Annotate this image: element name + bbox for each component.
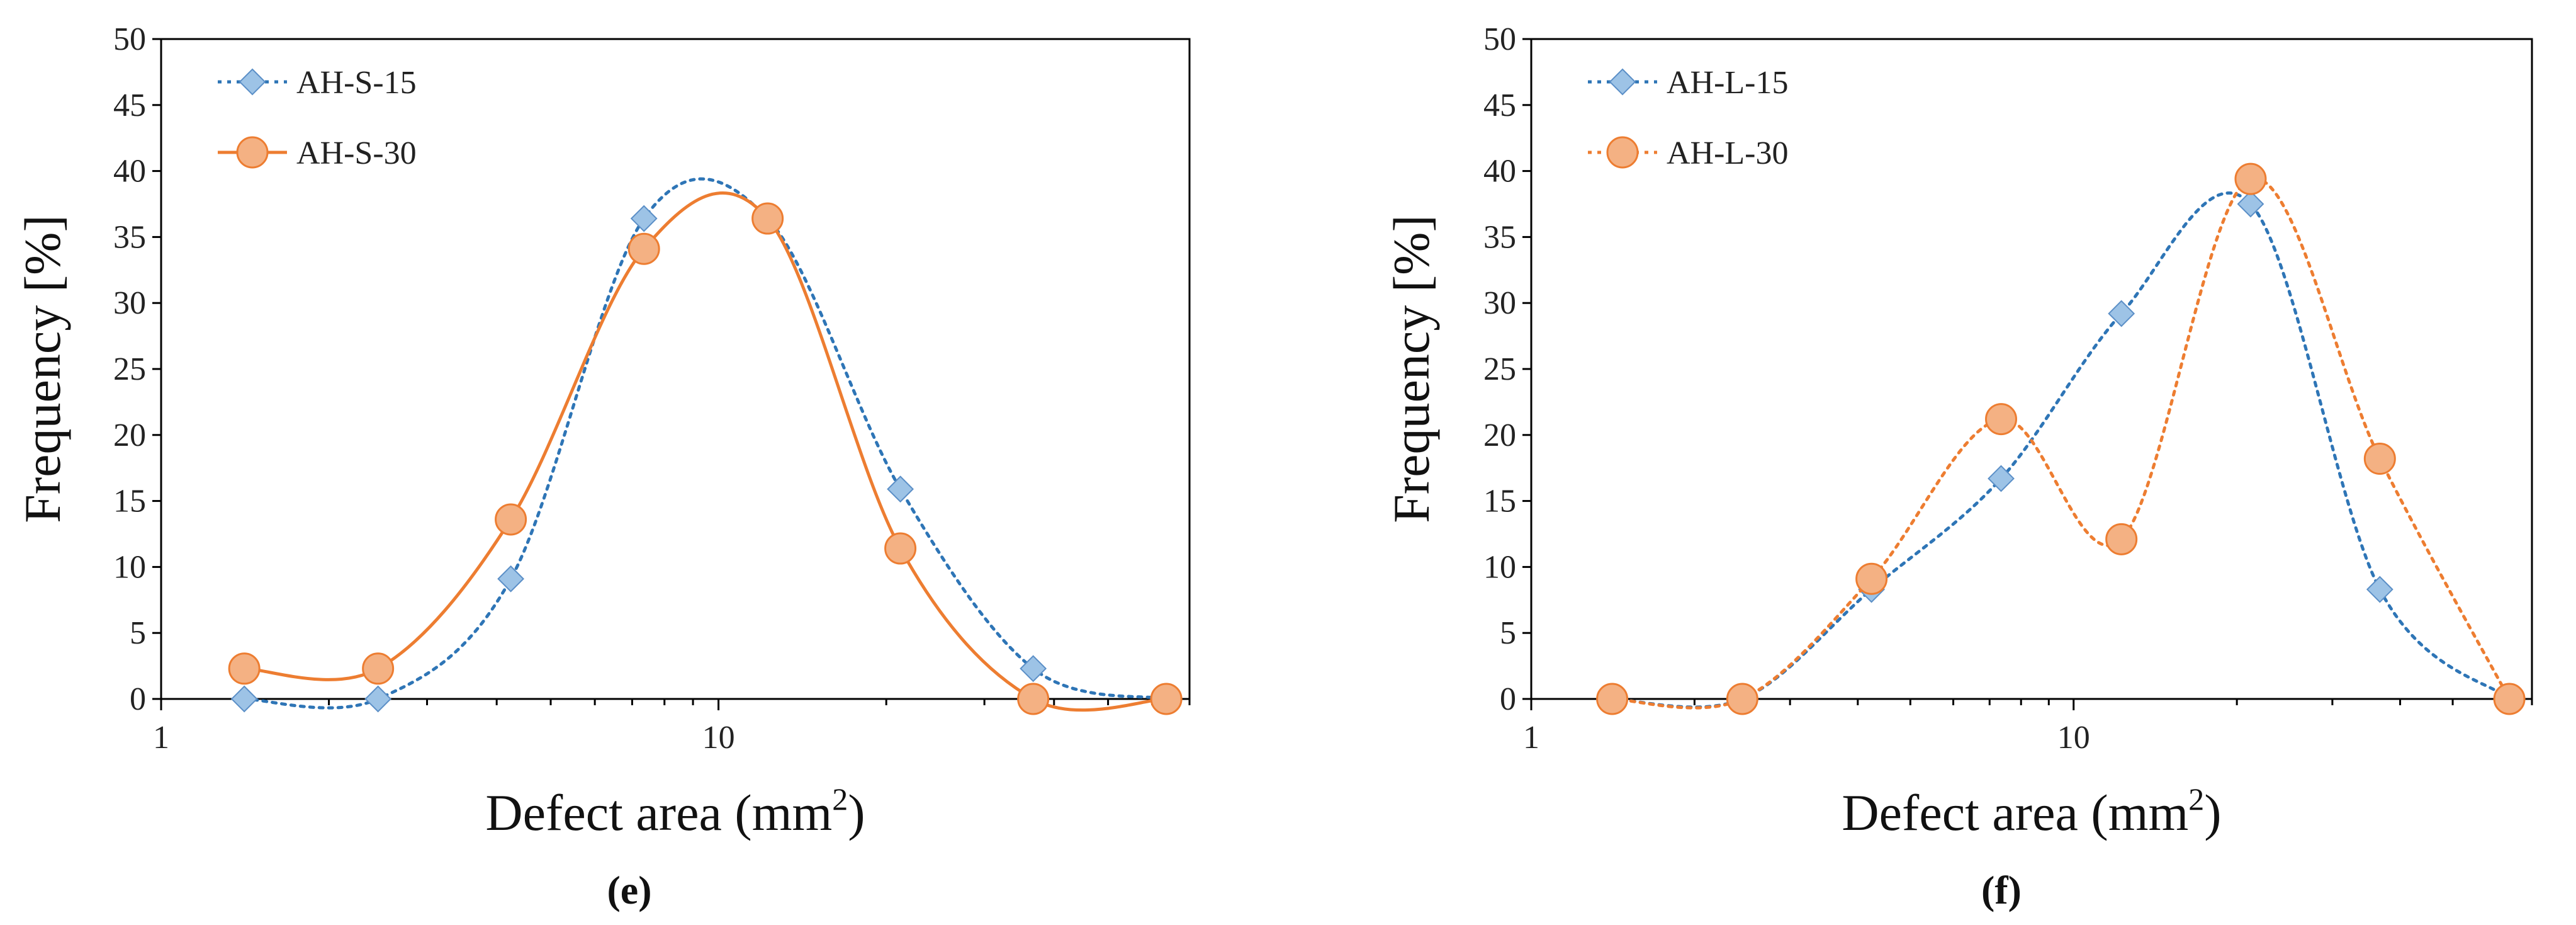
y-tick-label: 0 — [1500, 681, 1516, 717]
y-tick-label: 40 — [113, 154, 146, 190]
y-tick-label: 15 — [1483, 484, 1516, 519]
data-point-AH-S-30 — [362, 652, 395, 685]
y-axis-label: Frequency [%] — [1383, 215, 1440, 523]
chart-panel-f: 0 5 10 15 20 25 30 35 40 45 50 1 10 AH-L-15 AH-L-30 F… — [1383, 21, 2533, 912]
chart-panel-e: 0 5 10 15 20 25 30 35 40 45 50 1 10 AH-S-15 AH-S-30 F… — [14, 21, 1191, 912]
x-axis-label-main: Defect area (mm — [485, 784, 832, 841]
data-point-AH-S-30 — [884, 532, 917, 565]
data-point-AH-S-15 — [230, 685, 258, 713]
y-tick-label: 5 — [1500, 615, 1516, 651]
data-point-AH-S-15 — [630, 205, 658, 232]
axes: 0 5 10 15 20 25 30 35 40 45 50 1 10 — [113, 21, 1191, 756]
data-point-AH-L-15 — [2108, 300, 2135, 327]
series-line-AH-L-30 — [1611, 176, 2511, 710]
data-point-AH-L-30 — [2363, 443, 2396, 475]
x-axis-label-main: Defect area (mm — [1842, 784, 2188, 841]
data-point-AH-L-15 — [2237, 190, 2264, 218]
legend-label: AH-L-30 — [1667, 135, 1789, 171]
legend-label: AH-L-15 — [1667, 65, 1789, 101]
axes: 0 5 10 15 20 25 30 35 40 45 50 1 10 — [1483, 21, 2533, 756]
x-axis-label-close: ) — [2204, 784, 2221, 841]
y-tick-label: 30 — [1483, 285, 1516, 321]
legend-marker-AH-L-30 — [1606, 136, 1639, 169]
x-tick-label: 1 — [153, 720, 169, 756]
x-axis-label-sup: 2 — [2188, 781, 2204, 817]
series-layer — [228, 177, 1183, 715]
x-tick-label: 10 — [702, 720, 735, 756]
y-tick-label: 50 — [113, 21, 146, 57]
legend-label: AH-S-30 — [296, 135, 417, 171]
y-tick-label: 45 — [113, 88, 146, 123]
data-point-AH-S-15 — [887, 475, 914, 503]
legend: AH-L-15 AH-L-30 — [1588, 65, 1789, 171]
y-axis-label: Frequency [%] — [14, 215, 71, 523]
x-tick-label: 1 — [1523, 720, 1539, 756]
data-point-AH-L-30 — [1985, 403, 2018, 436]
data-point-AH-L-30 — [2105, 523, 2138, 555]
y-tick-label: 35 — [1483, 219, 1516, 255]
y-tick-label: 30 — [113, 285, 146, 321]
y-tick-label: 10 — [113, 549, 146, 585]
legend-label: AH-S-15 — [296, 65, 417, 101]
legend-marker-AH-L-15 — [1609, 68, 1636, 96]
x-axis-label: Defect area (mm2) — [485, 781, 865, 841]
panel-caption: (e) — [607, 868, 651, 912]
data-point-AH-S-15 — [364, 685, 392, 713]
x-axis-label-close: ) — [848, 784, 865, 841]
x-tick-label: 10 — [2057, 720, 2090, 756]
series-line-AH-S-30 — [242, 191, 1168, 712]
y-tick-label: 5 — [130, 615, 146, 651]
y-tick-label: 15 — [113, 484, 146, 519]
series-line-AH-S-15 — [242, 177, 1168, 710]
data-point-AH-L-30 — [1596, 683, 1629, 715]
y-tick-label: 25 — [1483, 351, 1516, 387]
x-axis-label-sup: 2 — [832, 781, 848, 817]
data-point-AH-L-30 — [2234, 162, 2267, 195]
legend: AH-S-15 AH-S-30 — [218, 65, 417, 171]
y-tick-label: 0 — [130, 681, 146, 717]
y-tick-label: 45 — [1483, 88, 1516, 123]
legend-marker-AH-S-30 — [236, 136, 269, 169]
data-point-AH-L-15 — [1988, 465, 2015, 492]
y-tick-label: 25 — [113, 351, 146, 387]
data-point-AH-S-30 — [627, 232, 660, 265]
panel-caption: (f) — [1981, 868, 2022, 912]
data-point-AH-L-30 — [2493, 683, 2526, 715]
data-point-AH-L-30 — [1855, 562, 1888, 595]
y-tick-label: 20 — [1483, 417, 1516, 453]
x-axis-label: Defect area (mm2) — [1842, 781, 2221, 841]
data-point-AH-S-15 — [1020, 655, 1047, 683]
data-point-AH-S-30 — [751, 202, 784, 235]
data-point-AH-S-30 — [228, 652, 261, 685]
data-point-AH-L-15 — [2366, 576, 2393, 603]
data-point-AH-L-30 — [1726, 683, 1758, 715]
y-tick-label: 35 — [113, 219, 146, 255]
series-layer — [1596, 162, 2526, 715]
legend-marker-AH-S-15 — [239, 68, 266, 96]
y-tick-label: 50 — [1483, 21, 1516, 57]
data-point-AH-S-15 — [497, 565, 525, 593]
y-tick-label: 20 — [113, 417, 146, 453]
y-tick-label: 40 — [1483, 154, 1516, 190]
data-point-AH-S-30 — [495, 503, 527, 536]
data-point-AH-S-30 — [1017, 683, 1050, 715]
data-point-AH-S-30 — [1150, 683, 1183, 715]
y-tick-label: 10 — [1483, 549, 1516, 585]
